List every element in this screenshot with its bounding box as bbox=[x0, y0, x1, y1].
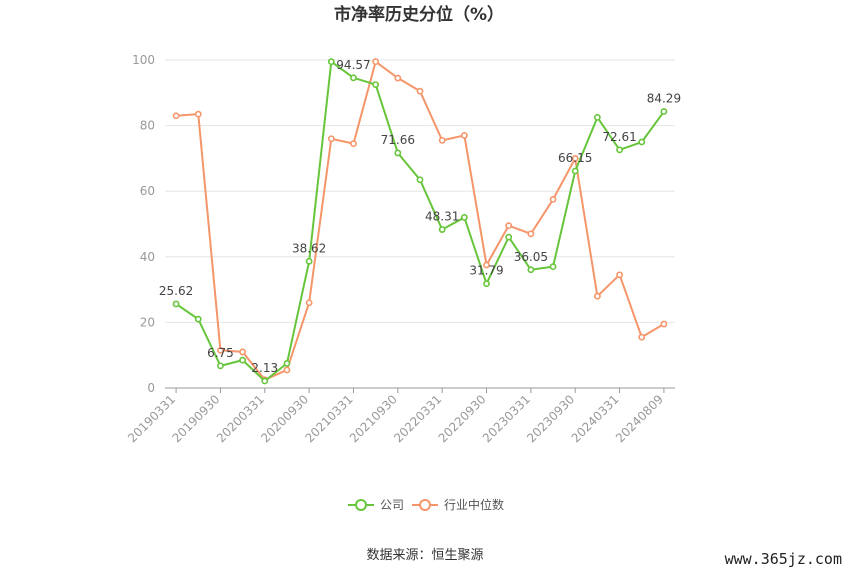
point-s0-8 bbox=[350, 74, 357, 82]
point-s0-3 bbox=[239, 356, 247, 364]
point-s1-21 bbox=[638, 333, 646, 341]
legend-company-label: 公司 bbox=[380, 498, 404, 512]
point-s0-6 bbox=[305, 257, 313, 265]
watermark: www.365jz.com bbox=[725, 550, 842, 568]
point-s1-16 bbox=[527, 230, 535, 238]
series-line-1 bbox=[176, 60, 665, 381]
point-s1-19 bbox=[593, 292, 601, 300]
point-s1-11 bbox=[416, 87, 424, 95]
legend-company-marker bbox=[355, 499, 367, 511]
data-label-12: 48.31 bbox=[425, 210, 459, 224]
point-s0-7 bbox=[327, 58, 335, 66]
legend-industry-marker bbox=[419, 499, 431, 511]
point-s0-16 bbox=[527, 266, 535, 274]
gridlines bbox=[165, 59, 675, 323]
legend-item-industry-median[interactable]: 行业中位数 bbox=[412, 497, 504, 512]
data-label-16: 36.05 bbox=[514, 250, 548, 264]
point-s1-20 bbox=[616, 271, 623, 279]
y-tick-label-80: 80 bbox=[140, 119, 155, 133]
point-s0-12 bbox=[438, 226, 446, 233]
point-s1-22 bbox=[660, 320, 668, 328]
data-label-4: 2.13 bbox=[251, 361, 278, 375]
point-s0-13 bbox=[460, 214, 468, 221]
y-tick-label-0: 0 bbox=[147, 381, 155, 395]
point-s1-10 bbox=[394, 74, 402, 82]
point-s0-11 bbox=[416, 176, 424, 184]
data-label-20: 72.61 bbox=[602, 130, 636, 144]
legend-item-company[interactable]: 公司 bbox=[348, 498, 404, 512]
point-s0-22 bbox=[660, 108, 668, 115]
point-s1-14 bbox=[483, 261, 490, 269]
point-s0-15 bbox=[505, 233, 513, 241]
y-axis: 0 20 40 60 80 100 bbox=[132, 53, 155, 395]
legend-industry-label: 行业中位数 bbox=[444, 497, 504, 512]
data-labels: 25.62 6.75 2.13 38.62 94.57 71.66 48.31 31.79 36… bbox=[159, 58, 681, 375]
data-label-0: 25.62 bbox=[159, 284, 193, 298]
y-tick-label-20: 20 bbox=[140, 315, 155, 329]
data-label-2: 6.75 bbox=[207, 346, 234, 360]
y-tick-label-40: 40 bbox=[140, 250, 155, 264]
point-s0-10 bbox=[394, 149, 402, 157]
point-s1-17 bbox=[549, 195, 557, 203]
data-label-10: 71.66 bbox=[381, 133, 415, 147]
point-s1-12 bbox=[438, 136, 446, 144]
point-s0-19 bbox=[593, 114, 601, 121]
point-s0-2 bbox=[217, 362, 224, 370]
point-s1-18 bbox=[571, 154, 579, 162]
data-label-22: 84.29 bbox=[647, 92, 681, 106]
point-s0-0 bbox=[172, 300, 180, 308]
point-s0-20 bbox=[616, 146, 623, 154]
chart-title: 市净率历史分位（%） bbox=[334, 4, 504, 25]
point-s0-18 bbox=[571, 167, 579, 175]
y-tick-label-60: 60 bbox=[140, 184, 155, 198]
point-s0-21 bbox=[638, 138, 646, 146]
series-line-0 bbox=[175, 60, 665, 383]
point-s1-2 bbox=[217, 346, 224, 354]
point-s0-4 bbox=[261, 377, 269, 385]
point-s1-9 bbox=[372, 58, 380, 66]
point-s1-15 bbox=[505, 222, 513, 230]
point-s1-13 bbox=[460, 132, 468, 139]
point-s1-1 bbox=[194, 110, 202, 118]
point-s1-8 bbox=[350, 140, 357, 148]
series-group bbox=[172, 58, 668, 385]
point-s0-14 bbox=[483, 280, 490, 288]
data-source: 数据来源：恒生聚源 bbox=[366, 548, 483, 563]
data-label-18: 66.15 bbox=[558, 151, 592, 165]
point-s1-0 bbox=[172, 112, 180, 120]
data-label-8: 94.57 bbox=[336, 58, 370, 72]
point-s1-6 bbox=[305, 299, 313, 307]
point-s1-7 bbox=[327, 135, 335, 143]
point-s0-9 bbox=[372, 81, 380, 88]
point-s1-5 bbox=[283, 366, 291, 374]
data-label-14: 31.79 bbox=[469, 264, 503, 278]
point-s1-3 bbox=[239, 348, 247, 356]
point-s0-1 bbox=[194, 315, 202, 323]
x-tick-label-20240809: 20240809 bbox=[613, 392, 666, 445]
y-tick-label-100: 100 bbox=[132, 53, 155, 67]
point-s0-17 bbox=[549, 263, 557, 271]
data-label-6: 38.62 bbox=[292, 241, 326, 255]
legend[interactable]: 公司 行业中位数 bbox=[348, 497, 504, 512]
x-axis: 2019033120190930202003312020093020210331… bbox=[125, 387, 675, 445]
point-s0-5 bbox=[283, 359, 291, 367]
